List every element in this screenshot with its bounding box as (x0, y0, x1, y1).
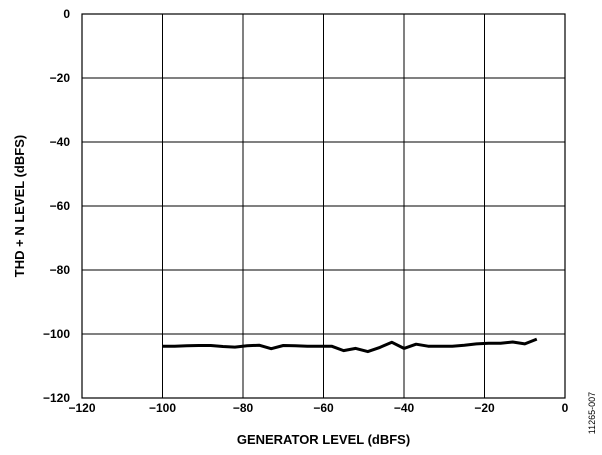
x-axis-title: GENERATOR LEVEL (dBFS) (237, 432, 410, 447)
tick-labels: −120 −100 −80 −60 −40 −20 0 0 −20 −40 −60 −80 −100 −1… (43, 7, 569, 415)
thd-n-series-line (163, 339, 537, 352)
y-axis-title: THD + N LEVEL (dBFS) (12, 135, 27, 277)
x-tick-label: −120 (68, 401, 95, 415)
x-tick-label: −40 (394, 401, 415, 415)
y-tick-label: −40 (50, 135, 71, 149)
y-tick-label: −80 (50, 263, 71, 277)
gridlines (82, 14, 565, 398)
figure-id-label: 11265-007 (587, 392, 597, 434)
x-tick-label: −20 (474, 401, 495, 415)
y-tick-label: −120 (43, 391, 70, 405)
x-tick-label: −60 (313, 401, 334, 415)
x-tick-label: 0 (562, 401, 569, 415)
x-tick-label: −100 (149, 401, 176, 415)
x-tick-label: −80 (233, 401, 254, 415)
y-tick-label: −60 (50, 199, 71, 213)
y-tick-label: −100 (43, 327, 70, 341)
y-tick-label: 0 (63, 7, 70, 21)
series-layer (163, 339, 537, 352)
y-tick-label: −20 (50, 71, 71, 85)
